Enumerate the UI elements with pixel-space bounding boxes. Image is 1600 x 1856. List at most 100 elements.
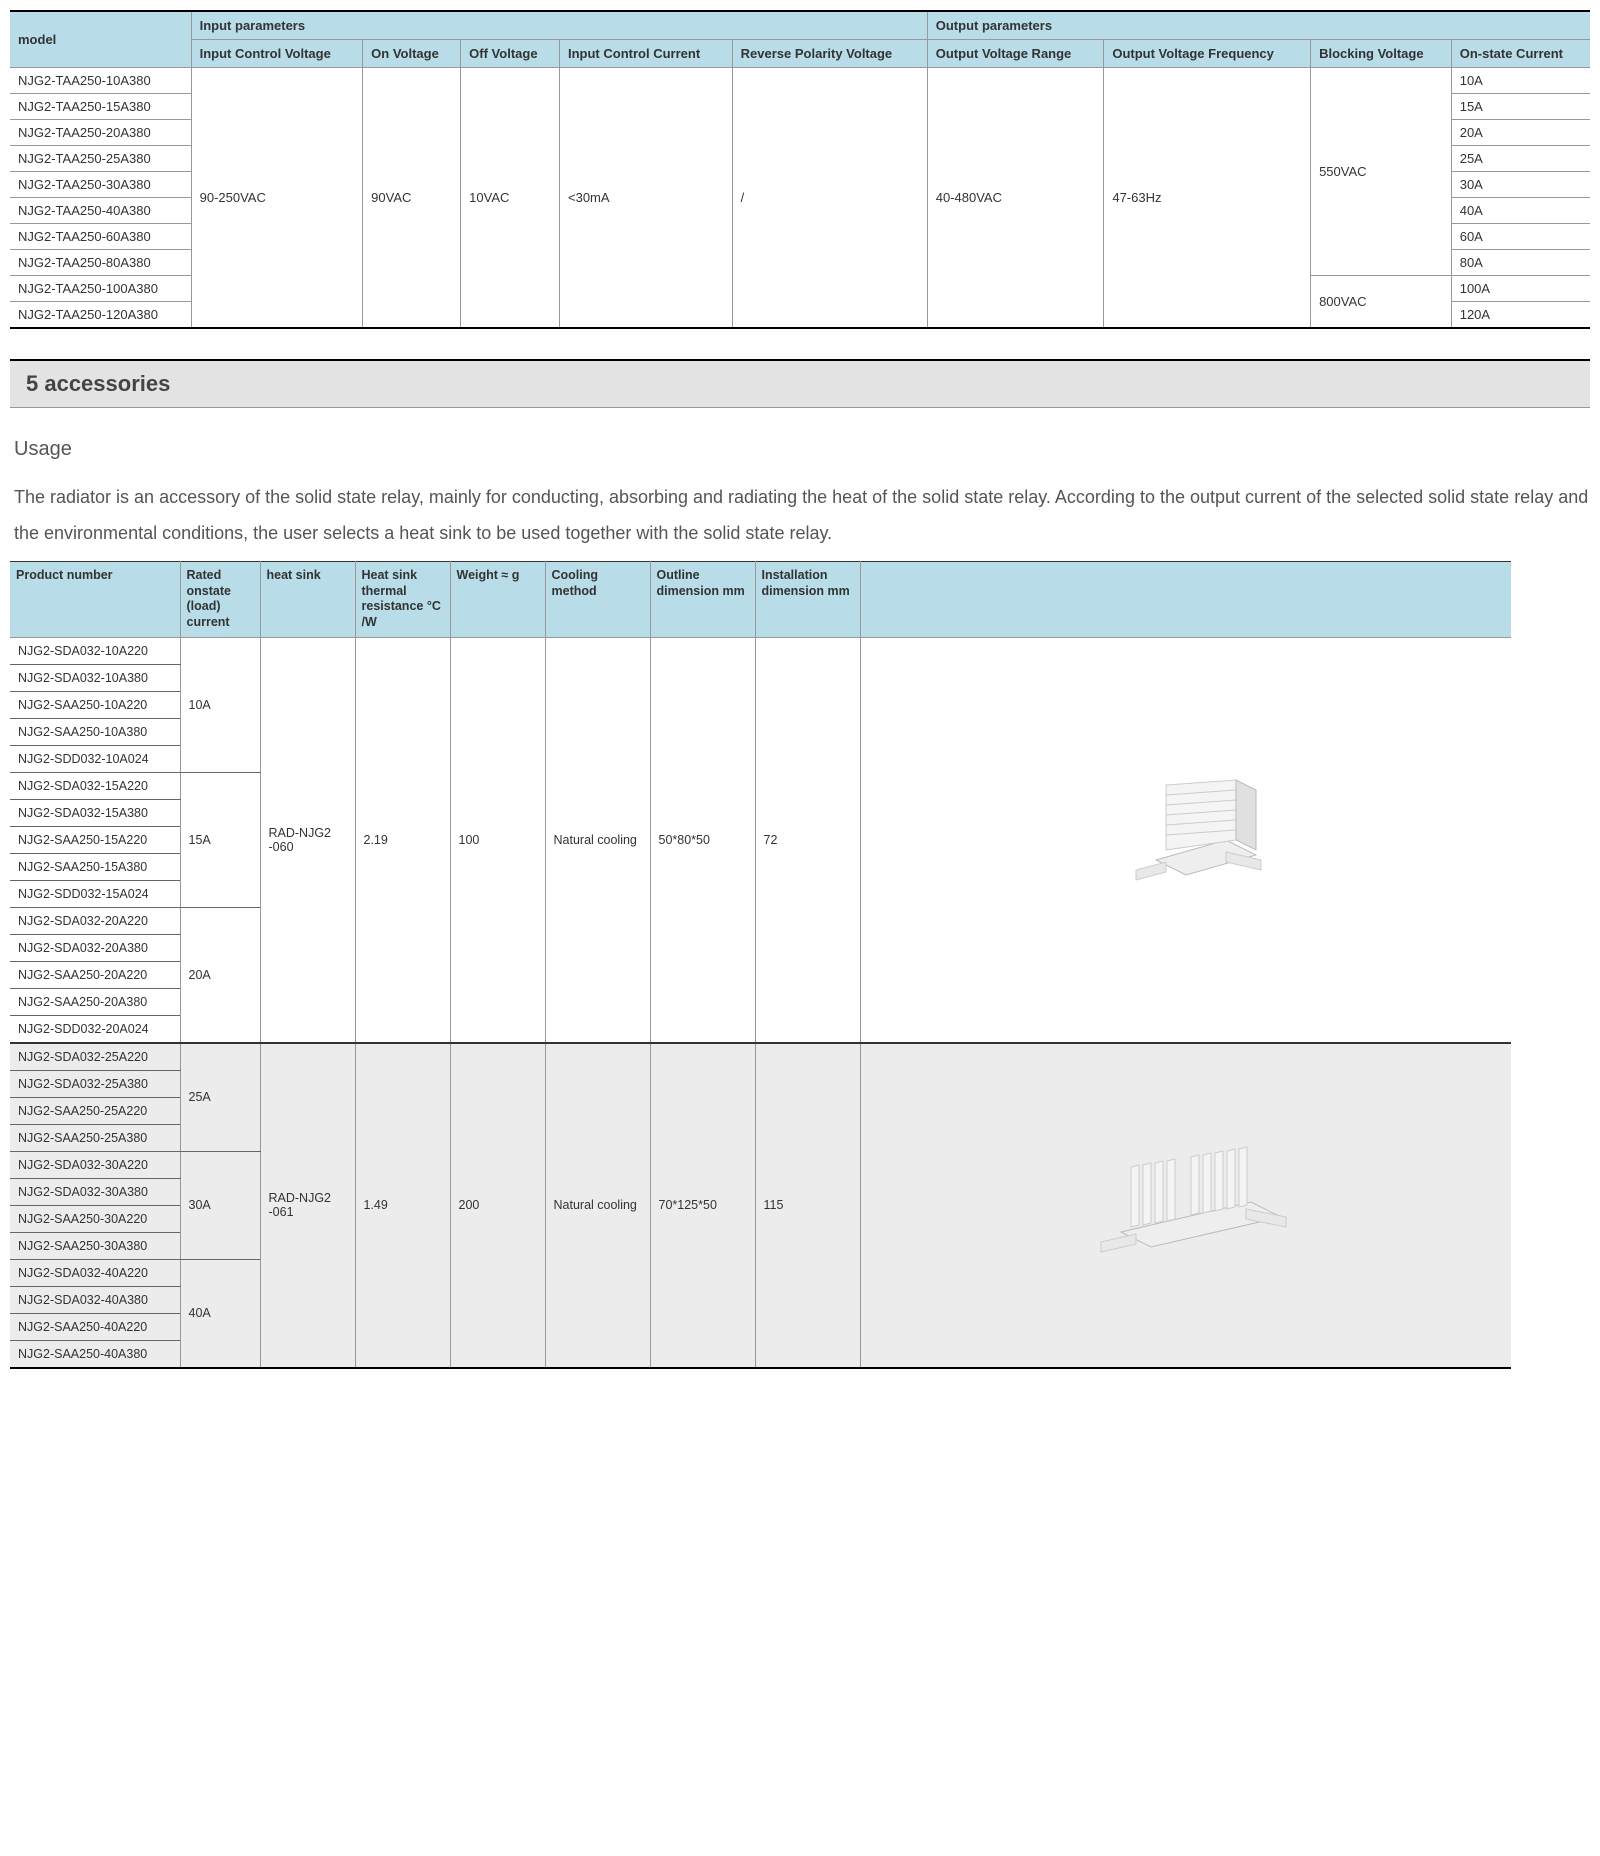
col-output-voltage-frequency: Output Voltage Frequency: [1104, 40, 1311, 68]
col-input-control-voltage: Input Control Voltage: [191, 40, 363, 68]
model-cell: NJG2-TAA250-20A380: [10, 120, 191, 146]
col-input-control-current: Input Control Current: [560, 40, 733, 68]
col-heat-sink: heat sink: [260, 562, 355, 638]
thermal-cell: 1.49: [355, 1043, 450, 1368]
cooling-cell: Natural cooling: [545, 637, 650, 1043]
heatsink-cell: RAD-NJG2 -060: [260, 637, 355, 1043]
table-row: NJG2-SDA032-25A220 25A RAD-NJG2 -061 1.4…: [10, 1043, 1511, 1071]
col-product-number: Product number: [10, 562, 180, 638]
col-output-group: Output parameters: [927, 11, 1590, 40]
input-output-params-table: model Input parameters Output parameters…: [10, 10, 1590, 329]
shared-cell: 90VAC: [363, 68, 461, 329]
pn-cell: NJG2-SDD032-15A024: [10, 880, 180, 907]
col-thermal-res: Heat sink thermal resistance °C /W: [355, 562, 450, 638]
current-cell: 40A: [180, 1259, 260, 1368]
heatsink-image-small: [860, 637, 1511, 1043]
usage-heading: Usage: [14, 438, 1590, 461]
pn-cell: NJG2-SAA250-25A220: [10, 1097, 180, 1124]
shared-cell: 10VAC: [461, 68, 560, 329]
weight-cell: 100: [450, 637, 545, 1043]
col-rated-current: Rated onstate (load) current: [180, 562, 260, 638]
model-cell: NJG2-TAA250-15A380: [10, 94, 191, 120]
thermal-cell: 2.19: [355, 637, 450, 1043]
onstate-cell: 25A: [1451, 146, 1590, 172]
pn-cell: NJG2-SDA032-25A220: [10, 1043, 180, 1071]
heatsink-small-icon: [1096, 765, 1276, 915]
onstate-cell: 100A: [1451, 276, 1590, 302]
col-cooling: Cooling method: [545, 562, 650, 638]
col-outline: Outline dimension mm: [650, 562, 755, 638]
install-cell: 72: [755, 637, 860, 1043]
onstate-cell: 60A: [1451, 224, 1590, 250]
pn-cell: NJG2-SAA250-30A220: [10, 1205, 180, 1232]
col-off-voltage: Off Voltage: [461, 40, 560, 68]
pn-cell: NJG2-SAA250-40A220: [10, 1313, 180, 1340]
pn-cell: NJG2-SDA032-15A220: [10, 772, 180, 799]
model-cell: NJG2-TAA250-25A380: [10, 146, 191, 172]
onstate-cell: 10A: [1451, 68, 1590, 94]
section-header-accessories: 5 accessories: [10, 359, 1590, 408]
onstate-cell: 15A: [1451, 94, 1590, 120]
pn-cell: NJG2-SDA032-40A380: [10, 1286, 180, 1313]
table-row: NJG2-TAA250-10A380 90-250VAC 90VAC 10VAC…: [10, 68, 1590, 94]
current-cell: 15A: [180, 772, 260, 907]
table-row: NJG2-SDA032-10A220 10A RAD-NJG2 -060 2.1…: [10, 637, 1511, 664]
pn-cell: NJG2-SDA032-25A380: [10, 1070, 180, 1097]
col-on-voltage: On Voltage: [363, 40, 461, 68]
heat-sink-table: Product number Rated onstate (load) curr…: [10, 561, 1511, 1369]
pn-cell: NJG2-SAA250-30A380: [10, 1232, 180, 1259]
pn-cell: NJG2-SAA250-15A220: [10, 826, 180, 853]
cooling-cell: Natural cooling: [545, 1043, 650, 1368]
col-weight: Weight ≈ g: [450, 562, 545, 638]
col-install: Installation dimension mm: [755, 562, 860, 638]
model-cell: NJG2-TAA250-100A380: [10, 276, 191, 302]
col-output-voltage-range: Output Voltage Range: [927, 40, 1104, 68]
col-reverse-polarity-voltage: Reverse Polarity Voltage: [732, 40, 927, 68]
pn-cell: NJG2-SDA032-15A380: [10, 799, 180, 826]
outline-cell: 70*125*50: [650, 1043, 755, 1368]
model-cell: NJG2-TAA250-60A380: [10, 224, 191, 250]
col-blocking-voltage: Blocking Voltage: [1311, 40, 1452, 68]
current-cell: 20A: [180, 907, 260, 1043]
pn-cell: NJG2-SAA250-15A380: [10, 853, 180, 880]
model-cell: NJG2-TAA250-120A380: [10, 302, 191, 329]
pn-cell: NJG2-SAA250-40A380: [10, 1340, 180, 1368]
usage-body-text: The radiator is an accessory of the soli…: [14, 479, 1590, 551]
heatsink-cell: RAD-NJG2 -061: [260, 1043, 355, 1368]
onstate-cell: 80A: [1451, 250, 1590, 276]
pn-cell: NJG2-SDD032-20A024: [10, 1015, 180, 1043]
blocking-cell: 550VAC: [1311, 68, 1452, 276]
pn-cell: NJG2-SDA032-10A220: [10, 637, 180, 664]
col-model: model: [10, 11, 191, 68]
col-onstate-current: On-state Current: [1451, 40, 1590, 68]
model-cell: NJG2-TAA250-80A380: [10, 250, 191, 276]
current-cell: 25A: [180, 1043, 260, 1152]
current-cell: 10A: [180, 637, 260, 772]
install-cell: 115: [755, 1043, 860, 1368]
shared-cell: /: [732, 68, 927, 329]
pn-cell: NJG2-SDA032-40A220: [10, 1259, 180, 1286]
model-cell: NJG2-TAA250-30A380: [10, 172, 191, 198]
pn-cell: NJG2-SAA250-25A380: [10, 1124, 180, 1151]
pn-cell: NJG2-SAA250-10A380: [10, 718, 180, 745]
onstate-cell: 30A: [1451, 172, 1590, 198]
heatsink-image-large: [860, 1043, 1511, 1368]
current-cell: 30A: [180, 1151, 260, 1259]
pn-cell: NJG2-SDA032-30A380: [10, 1178, 180, 1205]
model-cell: NJG2-TAA250-40A380: [10, 198, 191, 224]
heatsink-large-icon: [1081, 1135, 1291, 1275]
pn-cell: NJG2-SDA032-20A220: [10, 907, 180, 934]
shared-cell: 40-480VAC: [927, 68, 1104, 329]
shared-cell: <30mA: [560, 68, 733, 329]
shared-cell: 47-63Hz: [1104, 68, 1311, 329]
blocking-cell: 800VAC: [1311, 276, 1452, 329]
onstate-cell: 40A: [1451, 198, 1590, 224]
outline-cell: 50*80*50: [650, 637, 755, 1043]
col-image: [860, 562, 1511, 638]
onstate-cell: 20A: [1451, 120, 1590, 146]
pn-cell: NJG2-SDD032-10A024: [10, 745, 180, 772]
shared-cell: 90-250VAC: [191, 68, 363, 329]
weight-cell: 200: [450, 1043, 545, 1368]
pn-cell: NJG2-SDA032-20A380: [10, 934, 180, 961]
pn-cell: NJG2-SAA250-20A380: [10, 988, 180, 1015]
